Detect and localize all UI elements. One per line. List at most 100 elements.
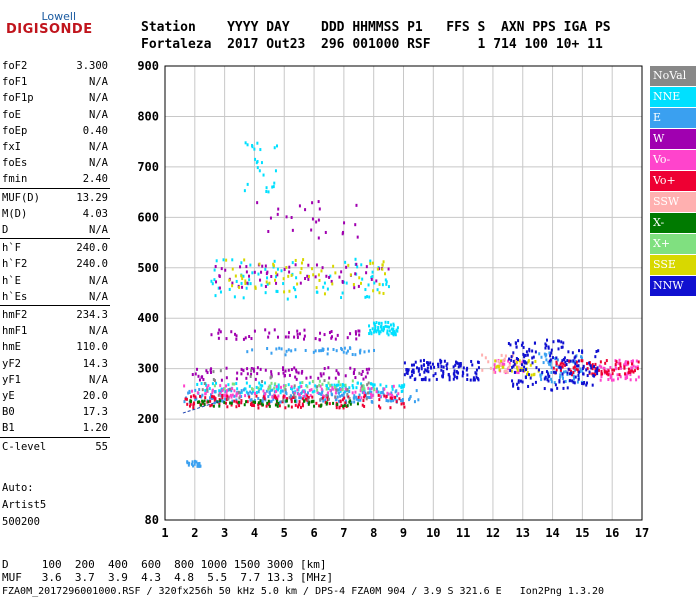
data-point [377,328,380,332]
data-point [391,387,394,391]
data-point [233,389,236,393]
data-point [284,369,287,373]
data-point [286,397,289,401]
data-point [188,404,191,408]
data-point [368,324,371,328]
data-point [183,384,186,388]
data-point [301,402,304,406]
data-point [395,400,398,404]
data-point [495,365,498,369]
data-point [564,379,567,383]
data-point [221,396,224,400]
data-point [428,378,431,382]
data-point [213,384,216,388]
data-point [200,375,203,379]
data-point [246,400,249,404]
data-point [591,383,594,387]
y-tick-label: 800 [137,109,159,123]
data-point [298,204,301,208]
data-point [270,370,273,374]
data-point [602,366,605,370]
data-point [351,353,354,357]
data-point [355,397,358,401]
data-point [509,343,512,347]
data-point [284,406,287,410]
data-point [600,372,603,376]
data-point [267,399,270,403]
data-point [531,361,534,365]
data-point [300,391,303,395]
data-point [546,338,549,342]
data-point [222,399,225,403]
data-point [346,388,349,392]
data-point [233,399,236,403]
data-point [236,401,239,405]
data-point [249,263,252,267]
data-point [388,325,391,329]
data-point [549,358,552,362]
data-point [392,384,395,388]
data-point [562,370,565,374]
data-point [566,386,569,390]
data-point [282,368,285,372]
data-point [597,368,600,372]
data-point [336,403,339,407]
data-point [442,365,445,369]
data-point [287,404,290,408]
data-point [376,288,379,292]
data-point [244,281,247,285]
data-point [246,372,249,376]
data-point [316,388,319,392]
data-point [471,363,474,367]
data-point [345,281,348,285]
data-point [494,370,497,374]
data-point [340,346,343,350]
data-point [258,169,261,173]
data-point [270,373,273,377]
data-point [321,396,324,400]
y-tick-label: 900 [137,59,159,73]
data-point [618,373,621,377]
data-point [420,364,423,368]
y-tick-label: 300 [137,362,159,376]
data-point [550,377,553,381]
data-point [268,331,271,335]
header-labels: Station YYYY DAY DDD HHMMSS P1 FFS S AXN… [141,20,611,35]
data-point [332,347,335,351]
data-point [248,384,251,388]
data-point [254,286,257,290]
data-point [218,402,221,406]
data-point [195,397,198,401]
data-point [378,267,381,271]
data-point [189,402,192,406]
data-point [512,382,515,386]
data-point [613,368,616,372]
data-point [343,390,346,394]
data-point [503,357,506,361]
data-point [396,394,399,398]
data-point [637,375,640,379]
data-point [285,399,288,403]
data-point [186,402,189,406]
data-point [319,392,322,396]
data-point [240,274,243,278]
data-point [236,371,239,375]
data-point [248,278,251,282]
data-point [281,389,284,393]
data-point [255,394,258,398]
data-point [238,394,241,398]
data-point [298,396,301,400]
data-point [550,348,553,352]
data-point [293,384,296,388]
data-point [356,402,359,406]
data-point [239,265,242,269]
data-point [289,394,292,398]
data-point [248,335,251,339]
data-point [238,404,241,408]
data-point [184,397,187,401]
data-point [579,370,582,374]
data-point [349,402,352,406]
data-point [505,369,508,373]
data-point [306,400,309,404]
data-point [316,290,319,294]
